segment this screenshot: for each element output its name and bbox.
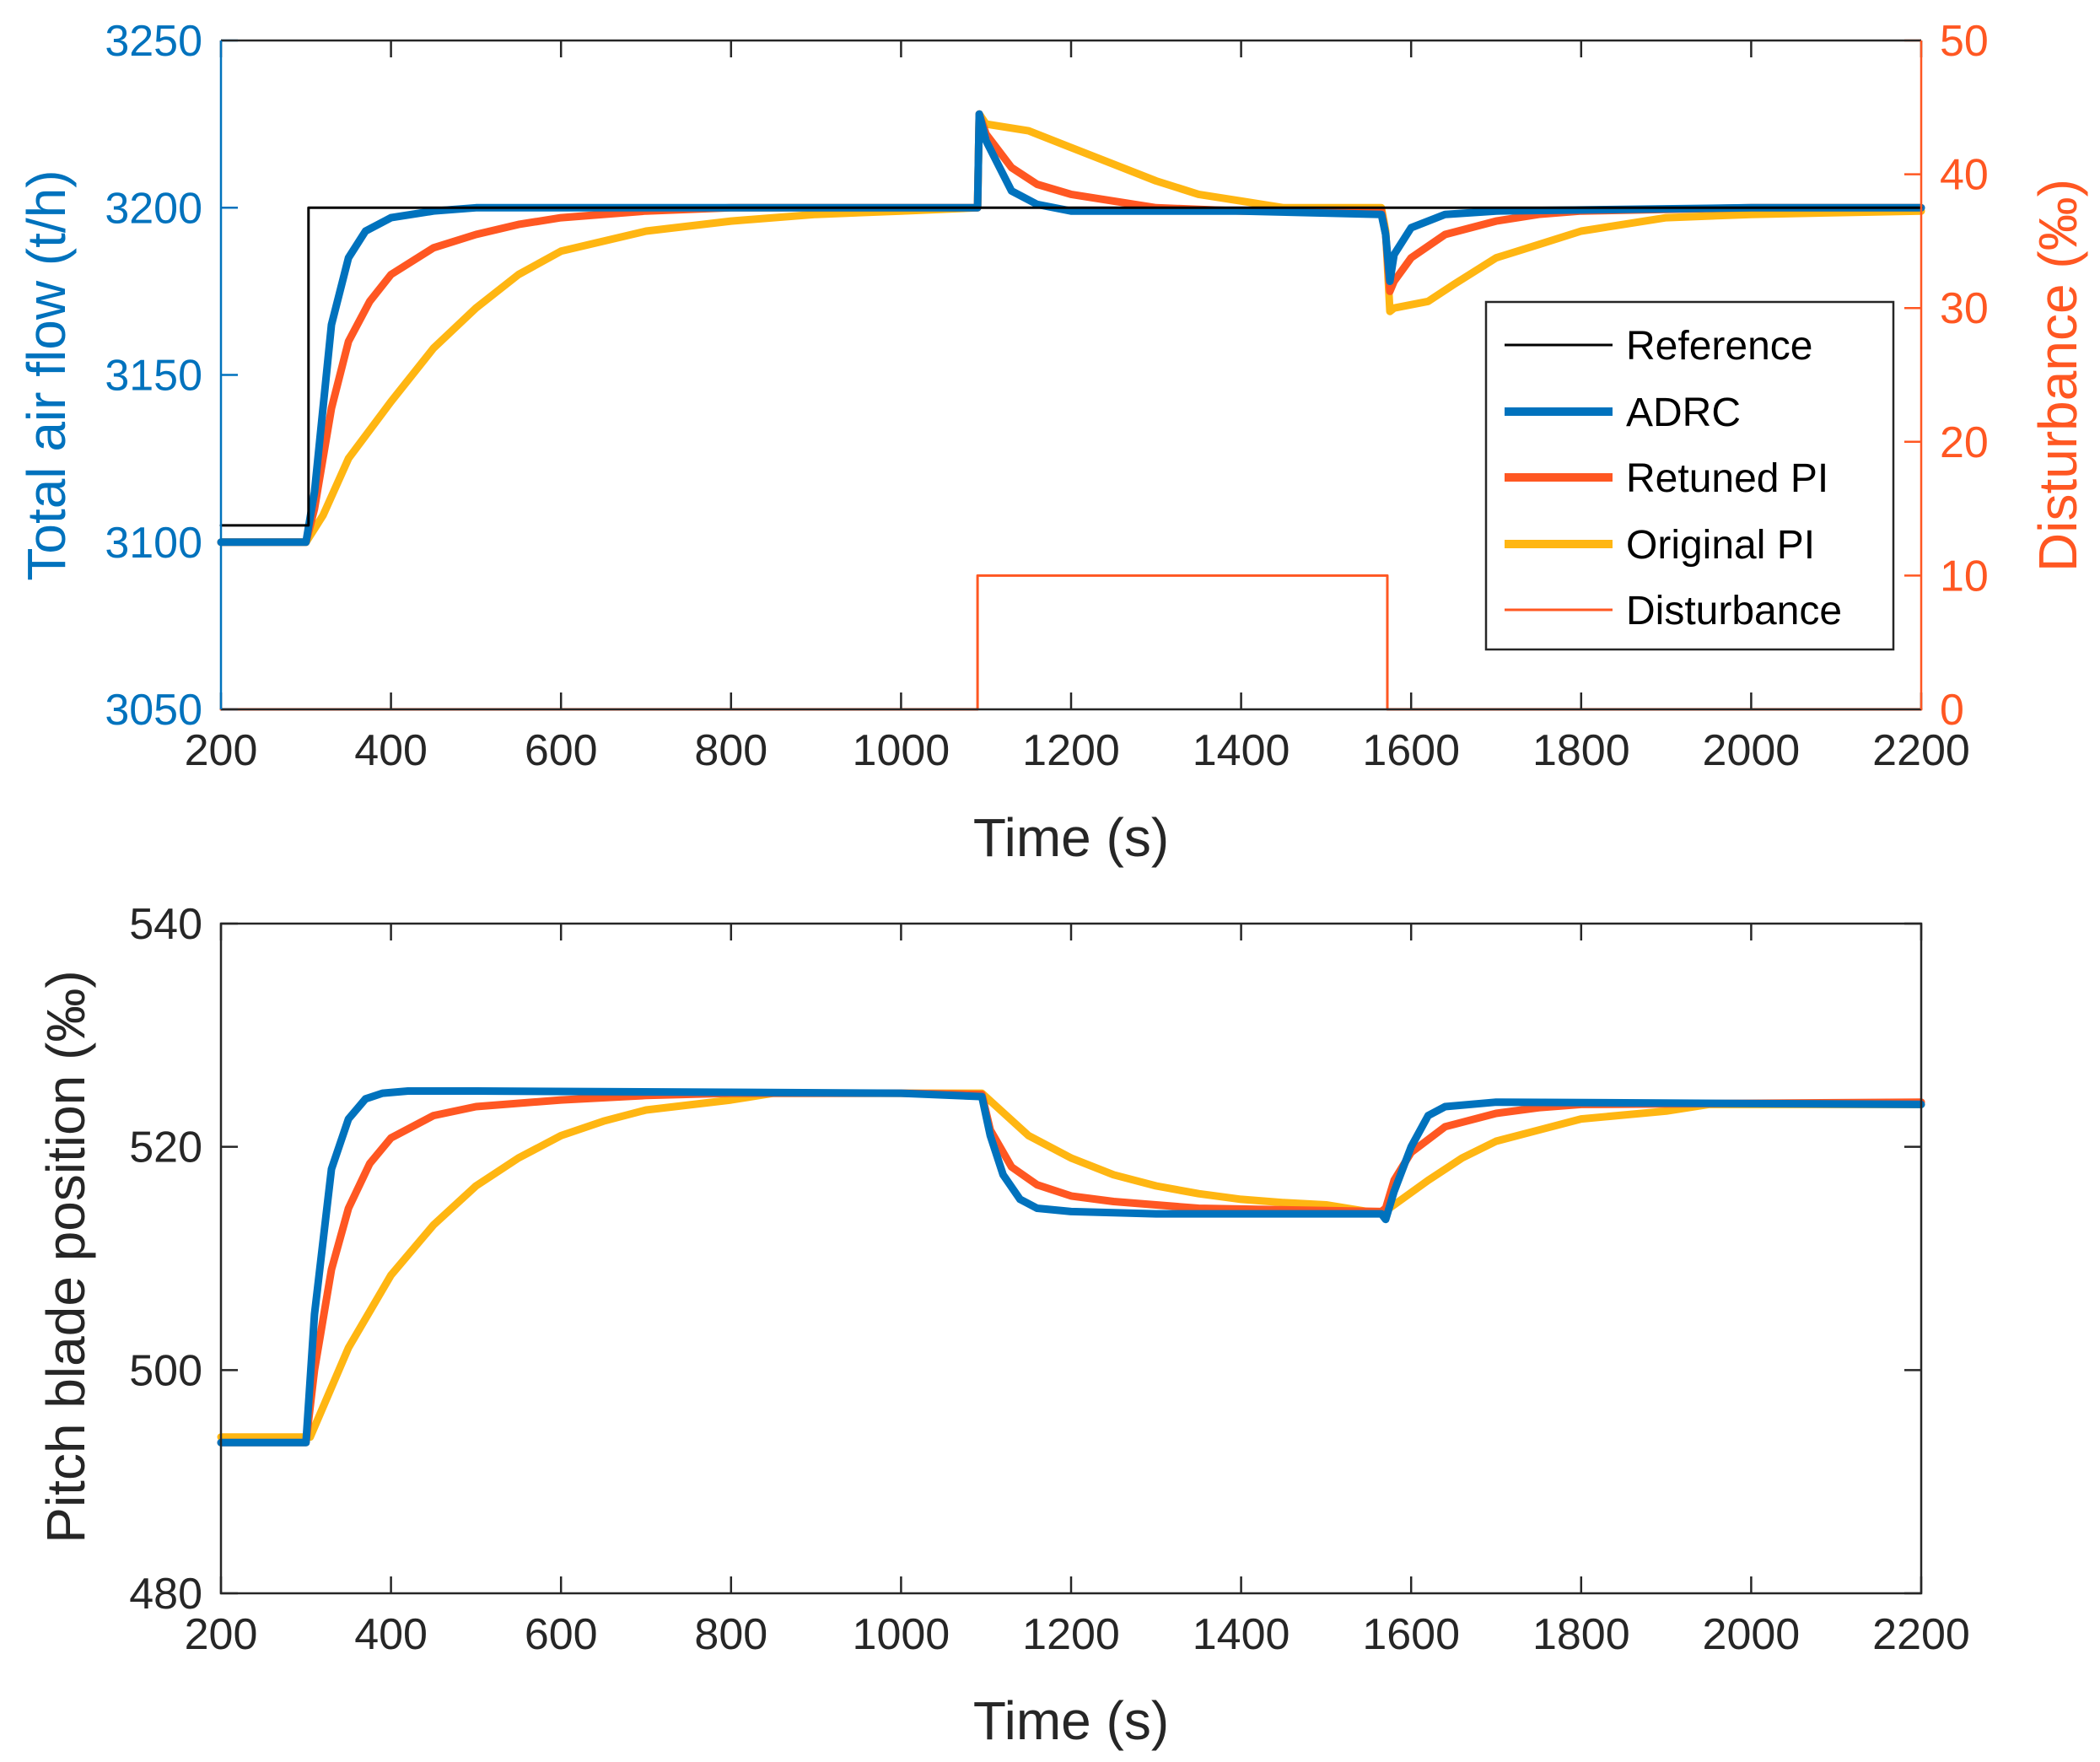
bottom-xtick-label: 1200: [1022, 1610, 1120, 1659]
top-y2-axis-title: Disturbance (‰): [2027, 179, 2088, 572]
top-xtick-label: 2200: [1872, 726, 1970, 775]
top-ticks-group: 200 400 600 800 1000 1200 1400 1600 1800 2000 2200…: [105, 17, 1989, 775]
legend-label-adrc: ADRC: [1626, 391, 1741, 435]
bottom-ytick-label: 540: [129, 900, 202, 949]
bottom-series-group: [217, 1087, 1925, 1447]
top-ytick-label: 3100: [105, 519, 202, 568]
bottom-xtick-label: 800: [694, 1610, 767, 1659]
bottom-panel: 200 400 600 800 1000 1200 1400 1600 1800 2000 2200…: [35, 900, 1970, 1751]
bottom-xtick-label: 2000: [1703, 1610, 1801, 1659]
top-ytick-label: 3150: [105, 352, 202, 401]
bottom-xtick-label: 600: [525, 1610, 598, 1659]
bottom-xtick-label: 400: [354, 1610, 428, 1659]
top-xtick-label: 600: [525, 726, 598, 775]
top-y-axis-title: Total air flow (t/h): [16, 170, 77, 580]
bottom-y-axis-title: Pitch blade position (‰): [35, 970, 96, 1543]
legend-label-reference: Reference: [1626, 324, 1812, 369]
top-xtick-label: 1400: [1193, 726, 1290, 775]
bottom-xtick-label: 2200: [1872, 1610, 1970, 1659]
top-y2tick-label: 0: [1940, 686, 1964, 735]
top-xtick-label: 800: [694, 726, 767, 775]
top-series-adrc: [217, 110, 1925, 547]
bottom-ytick-label: 520: [129, 1123, 202, 1172]
top-xtick-label: 1800: [1532, 726, 1630, 775]
bottom-xtick-label: 200: [185, 1610, 258, 1659]
top-panel: 200 400 600 800 1000 1200 1400 1600 1800 2000 2200…: [16, 17, 2088, 868]
top-ytick-label: 3200: [105, 184, 202, 233]
top-xtick-label: 400: [354, 726, 428, 775]
bottom-xtick-label: 1400: [1193, 1610, 1290, 1659]
bottom-series-original-pi: [217, 1089, 1925, 1441]
top-ytick-label: 3050: [105, 686, 202, 735]
bottom-ytick-label: 500: [129, 1346, 202, 1395]
top-series-original-pi: [217, 110, 1925, 547]
top-xtick-label: 1000: [853, 726, 950, 775]
top-y2tick-label: 10: [1940, 552, 1989, 601]
legend-label-disturbance: Disturbance: [1626, 589, 1842, 633]
bottom-xtick-label: 1600: [1362, 1610, 1460, 1659]
bottom-xtick-label: 1000: [853, 1610, 950, 1659]
top-xtick-label: 1200: [1022, 726, 1120, 775]
bottom-plot-background: [221, 924, 1921, 1593]
legend: Reference ADRC Retuned PI Original PI Di…: [1484, 300, 1895, 651]
bottom-xtick-label: 1800: [1532, 1610, 1630, 1659]
legend-label-original-pi: Original PI: [1626, 523, 1815, 568]
bottom-axes-box: [219, 922, 1923, 1595]
top-series-reference: [219, 206, 1923, 527]
bottom-ytick-label: 480: [129, 1570, 202, 1619]
bottom-series-retuned-pi: [217, 1089, 1925, 1447]
bottom-series-adrc: [217, 1087, 1925, 1447]
legend-label-retuned-pi: Retuned PI: [1626, 456, 1828, 501]
top-series-group: [217, 110, 1925, 711]
top-xtick-label: 1600: [1362, 726, 1460, 775]
top-y2tick-label: 40: [1940, 151, 1989, 200]
top-y2tick-label: 30: [1940, 284, 1989, 333]
top-x-axis-title: Time (s): [973, 807, 1169, 868]
top-xtick-label: 200: [185, 726, 258, 775]
top-y2tick-label: 20: [1940, 418, 1989, 467]
bottom-x-axis-title: Time (s): [973, 1690, 1169, 1751]
top-ytick-label: 3250: [105, 17, 202, 66]
top-y2tick-label: 50: [1940, 17, 1989, 66]
bottom-ticks-group: 200 400 600 800 1000 1200 1400 1600 1800 2000 2200…: [129, 900, 1970, 1659]
top-xtick-label: 2000: [1703, 726, 1801, 775]
